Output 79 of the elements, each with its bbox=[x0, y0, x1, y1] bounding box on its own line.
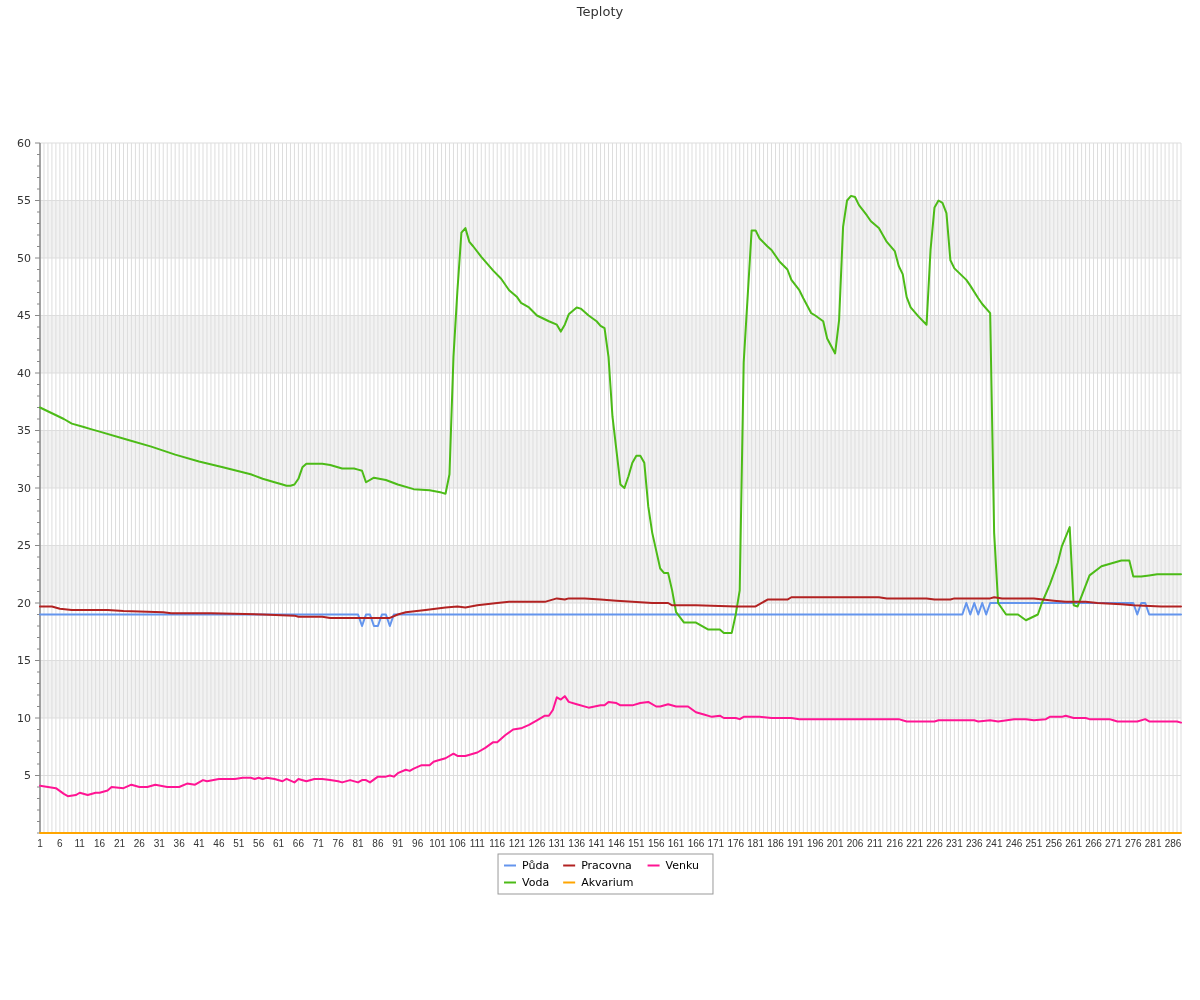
y-tick-label: 15 bbox=[17, 654, 31, 668]
line-series bbox=[39, 695, 1182, 798]
x-tick-label: 126 bbox=[528, 838, 546, 849]
x-tick-label: 161 bbox=[667, 838, 685, 849]
x-tick-label: 131 bbox=[548, 838, 566, 849]
x-tick-label: 71 bbox=[312, 838, 325, 849]
x-tick-label: 26 bbox=[133, 838, 146, 849]
x-tick-label: 186 bbox=[767, 838, 785, 849]
x-tick-label: 36 bbox=[173, 838, 186, 849]
y-tick-label: 60 bbox=[17, 136, 31, 150]
x-tick-label: 21 bbox=[113, 838, 126, 849]
x-tick-label: 211 bbox=[866, 838, 884, 849]
x-tick-label: 246 bbox=[1005, 838, 1023, 849]
x-tick-label: 176 bbox=[727, 838, 745, 849]
x-tick-label: 201 bbox=[826, 838, 844, 849]
legend-label: Pracovna bbox=[581, 859, 632, 873]
y-tick-label: 40 bbox=[17, 366, 31, 380]
y-tick-label: 20 bbox=[17, 596, 31, 610]
x-tick-label: 236 bbox=[965, 838, 984, 849]
x-tick-label: 1 bbox=[37, 838, 44, 849]
y-tick-label: 55 bbox=[17, 194, 31, 208]
x-tick-label: 156 bbox=[647, 838, 665, 849]
line-series bbox=[39, 596, 1182, 619]
x-tick-label: 66 bbox=[292, 838, 305, 849]
x-tick-label: 276 bbox=[1124, 838, 1143, 849]
x-tick-label: 136 bbox=[568, 838, 586, 849]
x-tick-label: 151 bbox=[628, 838, 646, 849]
x-tick-label: 241 bbox=[985, 838, 1003, 849]
x-tick-label: 111 bbox=[469, 838, 486, 849]
x-tick-label: 91 bbox=[392, 838, 404, 849]
line-series bbox=[39, 194, 1182, 634]
x-tick-label: 281 bbox=[1144, 838, 1162, 849]
x-tick-label: 51 bbox=[233, 838, 245, 849]
x-tick-label: 166 bbox=[687, 838, 705, 849]
y-tick-label: 50 bbox=[17, 251, 31, 265]
x-tick-label: 216 bbox=[886, 838, 904, 849]
legend-label: Voda bbox=[522, 876, 550, 890]
y-tick-label: 25 bbox=[17, 539, 31, 553]
x-tick-label: 231 bbox=[946, 838, 964, 849]
legend-label: Akvarium bbox=[581, 876, 634, 890]
x-tick-label: 146 bbox=[608, 838, 626, 849]
x-tick-label: 196 bbox=[806, 838, 825, 849]
x-tick-label: 76 bbox=[332, 838, 345, 849]
x-tick-label: 171 bbox=[707, 838, 725, 849]
x-tick-label: 121 bbox=[508, 838, 526, 849]
x-tick-label: 251 bbox=[1025, 838, 1043, 849]
x-tick-label: 141 bbox=[588, 838, 606, 849]
x-tick-label: 266 bbox=[1085, 838, 1103, 849]
x-tick-label: 86 bbox=[372, 838, 384, 849]
x-tick-label: 106 bbox=[449, 838, 467, 849]
y-tick-label: 35 bbox=[17, 424, 31, 438]
x-tick-label: 181 bbox=[747, 838, 765, 849]
x-tick-label: 41 bbox=[193, 838, 206, 849]
y-tick-label: 30 bbox=[17, 481, 31, 495]
x-tick-label: 101 bbox=[429, 838, 447, 849]
x-tick-label: 56 bbox=[253, 838, 265, 849]
y-tick-label: 45 bbox=[17, 309, 31, 323]
x-tick-label: 11 bbox=[74, 838, 86, 849]
x-tick-label: 16 bbox=[94, 838, 106, 849]
x-tick-label: 226 bbox=[926, 838, 944, 849]
x-tick-label: 81 bbox=[352, 838, 365, 849]
x-tick-label: 261 bbox=[1065, 838, 1083, 849]
x-tick-label: 191 bbox=[787, 838, 805, 849]
x-tick-label: 116 bbox=[489, 838, 506, 849]
x-tick-label: 256 bbox=[1045, 838, 1063, 849]
legend-label: Venku bbox=[665, 859, 699, 873]
chart-title: Teploty bbox=[575, 4, 624, 19]
x-tick-label: 286 bbox=[1164, 838, 1182, 849]
x-tick-label: 271 bbox=[1105, 838, 1123, 849]
x-tick-label: 31 bbox=[153, 838, 166, 849]
x-tick-label: 6 bbox=[57, 838, 64, 849]
y-tick-label: 10 bbox=[17, 711, 31, 725]
legend-label: Půda bbox=[522, 859, 550, 873]
x-tick-label: 46 bbox=[213, 838, 225, 849]
x-tick-label: 61 bbox=[272, 838, 285, 849]
y-tick-label: 5 bbox=[24, 769, 31, 783]
x-tick-label: 206 bbox=[846, 838, 864, 849]
x-tick-label: 221 bbox=[906, 838, 924, 849]
x-tick-label: 96 bbox=[412, 838, 424, 849]
